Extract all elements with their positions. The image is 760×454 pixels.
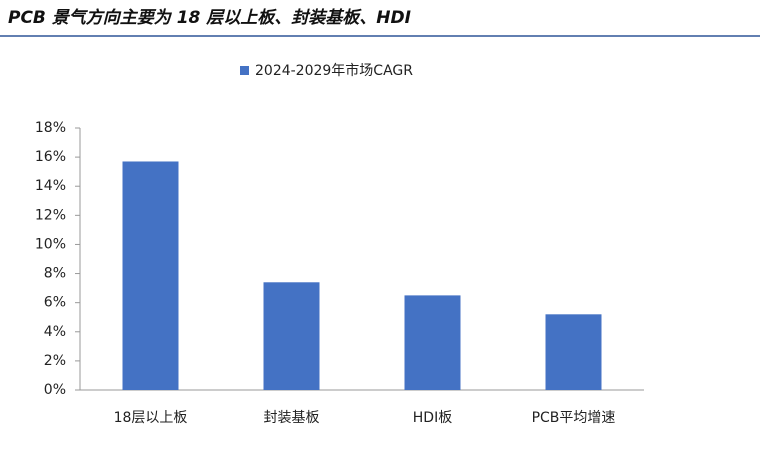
legend-swatch [240,66,249,75]
y-tick-label: 18% [35,120,66,136]
bar [122,161,179,390]
y-tick-label: 12% [35,207,66,223]
y-tick-label: 8% [44,266,66,282]
bar [263,282,320,390]
bar [545,314,602,390]
x-tick-label: 18层以上板 [114,410,188,426]
x-tick-label: PCB平均增速 [532,410,616,426]
y-tick-label: 0% [44,382,66,398]
x-tick-label: 封装基板 [264,409,320,426]
x-tick-label: HDI板 [413,410,452,426]
y-tick-label: 6% [44,295,66,311]
y-tick-label: 16% [35,149,66,165]
legend-label: 2024-2029年市场CAGR [255,62,413,79]
bar [404,295,461,390]
y-tick-label: 10% [35,236,66,252]
y-tick-label: 4% [44,324,66,340]
y-tick-label: 14% [35,178,66,194]
y-tick-label: 2% [44,353,66,369]
chart-title: PCB 景气方向主要为 18 层以上板、封装基板、HDI [8,8,411,28]
